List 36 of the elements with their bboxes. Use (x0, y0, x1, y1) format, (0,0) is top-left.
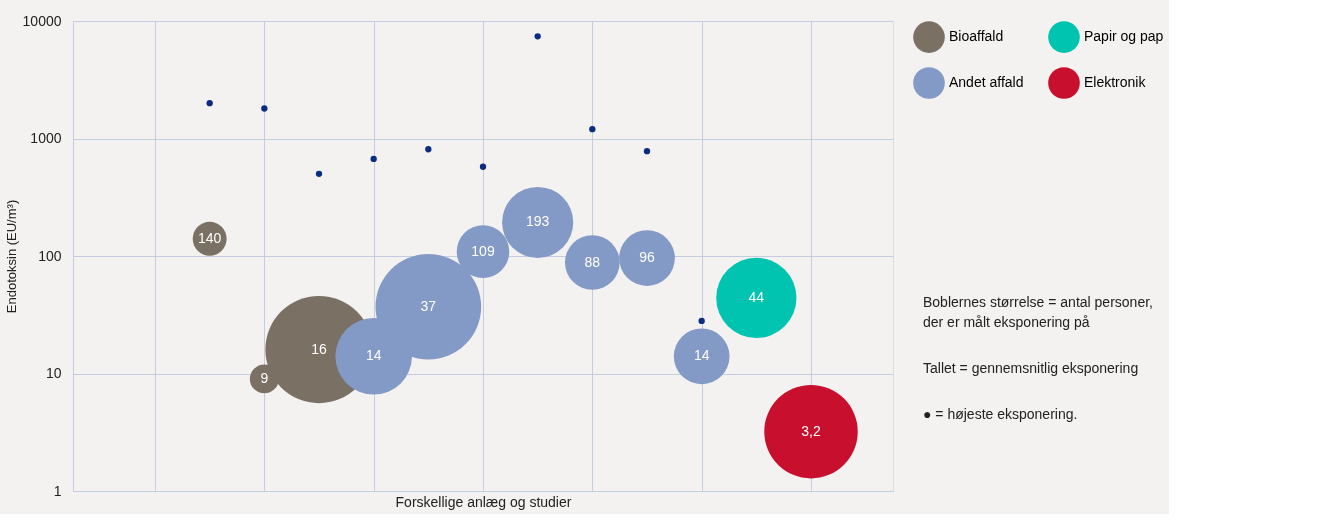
legend-label: Elektronik (1084, 74, 1147, 90)
y-tick-label: 10 (45, 365, 62, 381)
data-label: 37 (420, 297, 437, 314)
text: ● = højeste eksponering. (923, 406, 1078, 422)
text: Boblernes størrelse = antal personer, der er målt eksponering på (923, 294, 1153, 330)
point (534, 33, 541, 40)
data-label: 14 (365, 347, 382, 364)
data-label: 44 (748, 288, 765, 305)
y-tick-label: 1000 (30, 130, 62, 146)
point (315, 170, 323, 178)
legend-label: Andet affald (949, 74, 1024, 90)
y-tick-label: 100 (38, 247, 62, 264)
legend-label: Bioaffald (949, 28, 1004, 45)
legend-label: Papir og pap (1084, 28, 1164, 45)
point (589, 126, 596, 133)
y-tick-label: 10000 (22, 12, 62, 29)
point (261, 105, 268, 112)
data-label: 88 (584, 253, 601, 270)
x-axis-title: Forskellige anlæg og studier (395, 493, 572, 510)
data-label: 3,2 (801, 422, 821, 439)
point (479, 163, 487, 170)
y-tick-label: 1 (53, 482, 62, 499)
y-axis-title: Endotoksin (EU/m³) (3, 199, 19, 314)
data-label: 193 (525, 213, 550, 230)
data-label: 16 (311, 340, 327, 357)
data-label: 96 (639, 249, 655, 266)
data-label: 109 (471, 242, 495, 259)
point (206, 99, 213, 107)
point (698, 317, 705, 325)
data-label: 140 (197, 229, 222, 246)
point (370, 155, 377, 163)
point (425, 146, 432, 153)
data-label: 9 (260, 369, 269, 386)
point (643, 148, 651, 155)
text: Tallet = gennemsnitlig eksponering (923, 360, 1139, 376)
data-label: 14 (693, 347, 710, 364)
